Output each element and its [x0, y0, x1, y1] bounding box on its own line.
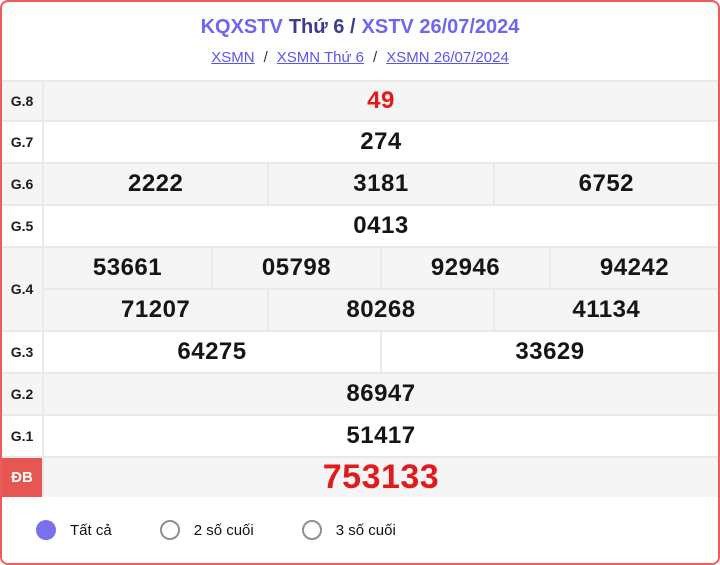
prize-value: 33629 — [380, 332, 718, 372]
prize-value: 80268 — [267, 290, 492, 330]
filter-option-1[interactable]: 2 số cuối — [159, 520, 254, 540]
prize-label: G.7 — [2, 122, 44, 162]
radio-unselected-icon[interactable] — [301, 520, 322, 540]
breadcrumb-link-0[interactable]: XSMN — [211, 49, 255, 66]
prize-value: 274 — [360, 128, 402, 155]
title-text-day: Thứ 6 / — [288, 16, 356, 38]
prize-sub-row: 753133 — [44, 458, 718, 497]
breadcrumb: XSMN / XSMN Thứ 6 / XSMN 26/07/2024 — [211, 49, 509, 66]
prize-row-g8: G.8 49 — [2, 82, 718, 120]
prize-value: 3181 — [267, 164, 492, 204]
prize-value: 49 — [367, 87, 395, 114]
prize-label: G.8 — [2, 82, 44, 120]
filter-option-label: Tất cả — [70, 521, 112, 539]
filter-option-label: 3 số cuối — [335, 521, 396, 539]
filter-options: Tất cả 2 số cuối 3 số cuối — [2, 497, 718, 563]
prize-row-g4: G.4 53661 05798 92946 94242 71207 80268 41134 — [2, 246, 718, 330]
prize-value: 64275 — [177, 338, 247, 365]
breadcrumb-link-1[interactable]: XSMN Thứ 6 — [276, 49, 365, 66]
prize-sub-row: 2222 3181 6752 — [44, 164, 718, 204]
filter-option-0[interactable]: Tất cả — [36, 520, 112, 540]
breadcrumb-separator: / — [373, 49, 378, 66]
prize-value: 41134 — [492, 290, 718, 330]
prize-sub-row: 86947 — [44, 374, 718, 414]
prize-value: 86947 — [346, 380, 416, 407]
prize-value: 71207 — [121, 296, 191, 323]
prize-row-g1: G.1 51417 — [2, 414, 718, 456]
prize-values: 0413 — [44, 206, 718, 246]
results-table: G.8 49 G.7 274 G.6 2222 3181 6752 G.5 0413 G.4 5366… — [2, 80, 718, 497]
prize-sub-row: 53661 05798 92946 94242 — [44, 248, 718, 288]
prize-row-g2: G.2 86947 — [2, 372, 718, 414]
prize-row-g5: G.5 0413 — [2, 204, 718, 246]
prize-value: 6752 — [492, 164, 718, 204]
prize-value: 92946 — [380, 248, 549, 288]
prize-sub-row: 71207 80268 41134 — [44, 288, 718, 330]
radio-unselected-icon[interactable] — [159, 520, 180, 540]
prize-value: 0413 — [353, 212, 409, 239]
prize-value: 753133 — [322, 458, 440, 496]
prize-values: 51417 — [44, 416, 718, 456]
prize-values: 274 — [44, 122, 718, 162]
prize-sub-row: 51417 — [44, 416, 718, 456]
prize-values: 49 — [44, 82, 718, 120]
header: KQXSTV Thứ 6 / XSTV 26/07/2024 XSMN / XSMN… — [2, 2, 718, 80]
prize-row-g6: G.6 2222 3181 6752 — [2, 162, 718, 204]
prize-row-db: ĐB 753133 — [2, 456, 718, 497]
prize-value: 2222 — [127, 170, 184, 197]
prize-values: 86947 — [44, 374, 718, 414]
prize-label: G.2 — [2, 374, 44, 414]
page-title: KQXSTV Thứ 6 / XSTV 26/07/2024 — [201, 16, 520, 39]
prize-sub-row: 64275 33629 — [44, 332, 718, 372]
prize-label: G.1 — [2, 416, 44, 456]
breadcrumb-link-2[interactable]: XSMN 26/07/2024 — [386, 49, 509, 66]
prize-label: G.4 — [2, 248, 44, 330]
prize-values: 2222 3181 6752 — [44, 164, 718, 204]
title-link-xstv-date[interactable]: XSTV 26/07/2024 — [361, 16, 520, 38]
radio-selected-icon[interactable] — [36, 520, 56, 540]
breadcrumb-separator: / — [263, 49, 268, 66]
prize-values: 64275 33629 — [44, 332, 718, 372]
prize-sub-row: 49 — [44, 82, 718, 120]
filter-option-label: 2 số cuối — [193, 521, 254, 539]
prize-value: 53661 — [92, 254, 163, 281]
prize-value: 94242 — [549, 248, 718, 288]
prize-values: 753133 — [44, 458, 718, 497]
title-link-kqxstv[interactable]: KQXSTV — [200, 16, 283, 38]
prize-values: 53661 05798 92946 94242 71207 80268 41134 — [44, 248, 718, 330]
prize-sub-row: 0413 — [44, 206, 718, 246]
filter-option-2[interactable]: 3 số cuối — [301, 520, 396, 540]
prize-sub-row: 274 — [44, 122, 718, 162]
prize-value: 05798 — [211, 248, 380, 288]
prize-label: G.5 — [2, 206, 44, 246]
prize-label: G.6 — [2, 164, 44, 204]
prize-row-g7: G.7 274 — [2, 120, 718, 162]
prize-label: G.3 — [2, 332, 44, 372]
special-prize-label: ĐB — [2, 458, 44, 497]
prize-row-g3: G.3 64275 33629 — [2, 330, 718, 372]
prize-value: 51417 — [346, 422, 416, 449]
